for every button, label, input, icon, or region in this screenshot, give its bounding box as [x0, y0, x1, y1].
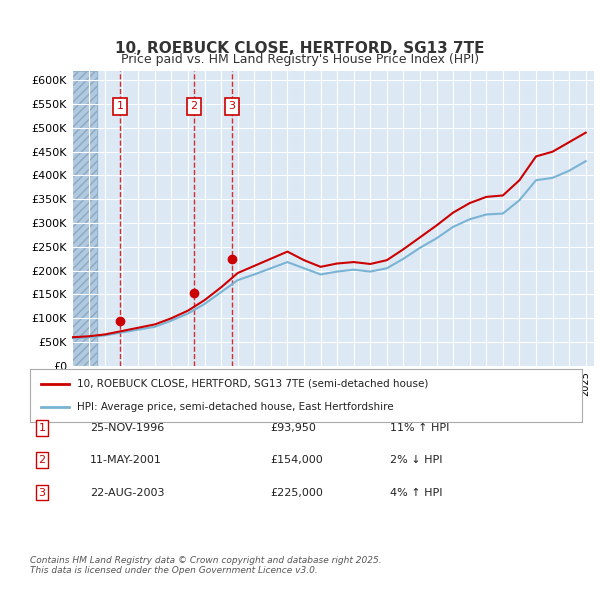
- Text: £93,950: £93,950: [270, 423, 316, 432]
- Text: 11% ↑ HPI: 11% ↑ HPI: [390, 423, 449, 432]
- Text: 3: 3: [38, 488, 46, 497]
- Text: 22-AUG-2003: 22-AUG-2003: [90, 488, 164, 497]
- Text: £154,000: £154,000: [270, 455, 323, 465]
- Text: 11-MAY-2001: 11-MAY-2001: [90, 455, 162, 465]
- Text: Price paid vs. HM Land Registry's House Price Index (HPI): Price paid vs. HM Land Registry's House …: [121, 53, 479, 65]
- Bar: [72, 71, 97, 366]
- Text: HPI: Average price, semi-detached house, East Hertfordshire: HPI: Average price, semi-detached house,…: [77, 402, 394, 412]
- Text: Contains HM Land Registry data © Crown copyright and database right 2025.
This d: Contains HM Land Registry data © Crown c…: [30, 556, 382, 575]
- Bar: [72, 71, 97, 366]
- Text: 1: 1: [116, 101, 124, 111]
- Text: £225,000: £225,000: [270, 488, 323, 497]
- Text: 4% ↑ HPI: 4% ↑ HPI: [390, 488, 443, 497]
- Text: 1: 1: [38, 423, 46, 432]
- Text: 10, ROEBUCK CLOSE, HERTFORD, SG13 7TE: 10, ROEBUCK CLOSE, HERTFORD, SG13 7TE: [115, 41, 485, 56]
- Text: 2% ↓ HPI: 2% ↓ HPI: [390, 455, 443, 465]
- Text: 10, ROEBUCK CLOSE, HERTFORD, SG13 7TE (semi-detached house): 10, ROEBUCK CLOSE, HERTFORD, SG13 7TE (s…: [77, 379, 428, 389]
- Text: 2: 2: [191, 101, 197, 111]
- Text: 3: 3: [228, 101, 235, 111]
- Text: 2: 2: [38, 455, 46, 465]
- Text: 25-NOV-1996: 25-NOV-1996: [90, 423, 164, 432]
